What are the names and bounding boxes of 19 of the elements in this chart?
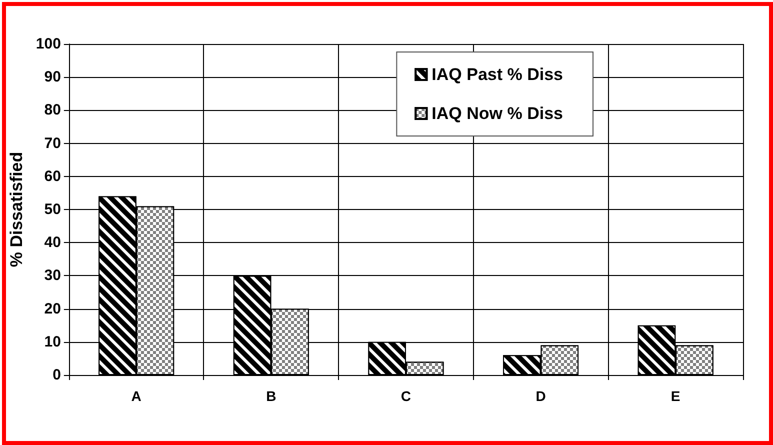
y-tick-label: 70 <box>44 134 61 152</box>
y-tick-label: 60 <box>44 168 61 185</box>
y-tick-label: 80 <box>44 102 61 119</box>
x-tick-label: A <box>131 388 142 404</box>
y-tick-label: 100 <box>36 36 61 52</box>
x-tick-label: B <box>266 388 276 404</box>
y-axis-title: % Dissatisfied <box>7 152 26 268</box>
x-tick-label: D <box>536 388 546 404</box>
y-tick-label: 90 <box>44 68 61 86</box>
x-tick-label: C <box>400 388 412 404</box>
y-tick-label: 50 <box>44 201 61 218</box>
x-tick-label: E <box>670 388 680 404</box>
y-tick-label: 40 <box>44 234 61 252</box>
y-tick-label: 20 <box>44 300 61 318</box>
y-tick-label: 0 <box>52 366 61 384</box>
legend-label: IAQ Past % Diss <box>432 65 563 84</box>
legend-label: IAQ Now % Diss <box>432 104 563 123</box>
y-tick-label: 10 <box>44 333 61 350</box>
y-tick-label: 30 <box>44 267 61 284</box>
